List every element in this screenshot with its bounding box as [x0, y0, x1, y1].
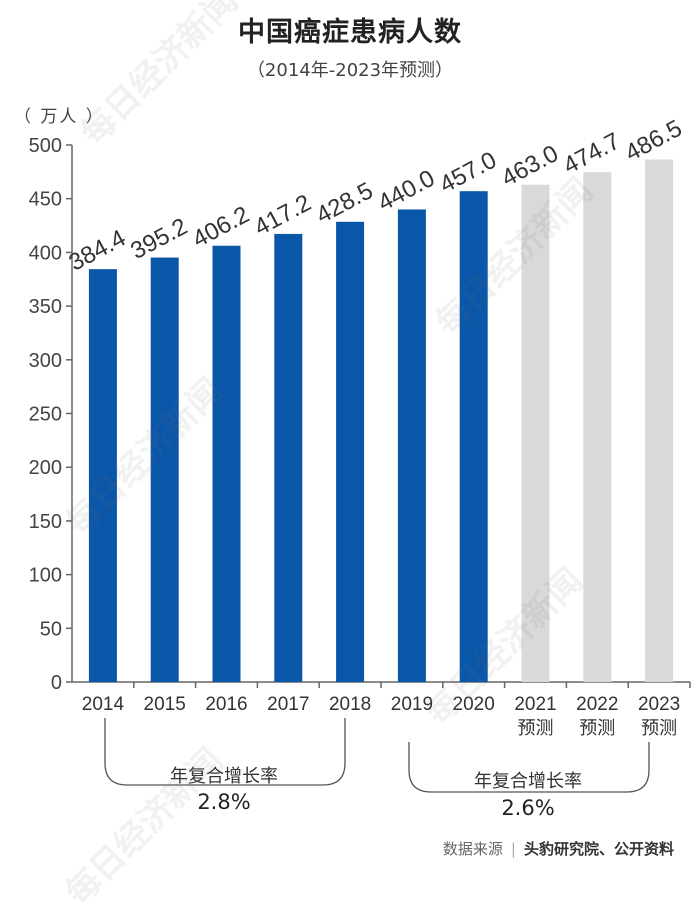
data-label-2021: 463.0	[497, 140, 563, 192]
x-tick-label: 2022	[576, 694, 618, 715]
bar-2022	[583, 172, 612, 683]
x-tick-label: 2021	[514, 694, 556, 715]
x-tick-sublabel: 预测	[579, 718, 615, 739]
chart-subtitle: （2014年-2023年预测）	[246, 60, 454, 81]
y-tick-label: 100	[29, 565, 62, 587]
x-tick-label: 2016	[205, 694, 247, 715]
y-tick-label: 150	[29, 511, 62, 533]
bar-chart: 0 50 100 150 200 250 300 350 400 450 500 384.4 2014 3…	[29, 115, 691, 793]
x-tick-label: 2014	[82, 694, 125, 715]
growth-label-2: 年复合增长率	[474, 771, 582, 792]
x-tick-label: 2020	[453, 694, 495, 715]
bar-2021	[521, 184, 550, 682]
y-tick-label: 50	[40, 618, 62, 640]
x-tick-label: 2023	[638, 694, 680, 715]
data-label-2014: 384.4	[65, 225, 131, 277]
data-label-2022: 474.7	[559, 128, 625, 180]
bar-2020	[459, 191, 488, 682]
data-source: 数据来源 | 头豹研究院、公开资料	[443, 838, 674, 859]
bar-2014	[88, 269, 117, 682]
bar-2015	[150, 257, 179, 682]
growth-value-1: 2.8%	[197, 790, 251, 814]
chart-title: 中国癌症患病人数	[238, 17, 462, 48]
source-separator: |	[510, 840, 516, 858]
growth-bracket-1	[104, 718, 346, 786]
x-tick-label: 2018	[329, 694, 371, 715]
y-tick-label: 250	[29, 404, 62, 426]
y-tick-label: 450	[29, 189, 62, 211]
y-tick-label: 400	[29, 242, 62, 264]
x-tick-label: 2017	[267, 694, 309, 715]
x-tick-sublabel: 预测	[641, 718, 677, 739]
y-tick-label: 0	[51, 672, 62, 694]
bar-2019	[397, 209, 426, 682]
bar-2018	[336, 221, 365, 682]
growth-bracket-2	[408, 742, 650, 793]
data-label-2017: 417.2	[250, 189, 316, 241]
growth-label-1: 年复合增长率	[170, 766, 278, 787]
y-tick-label: 200	[29, 457, 62, 479]
source-label: 数据来源	[442, 840, 503, 858]
x-tick-label: 2019	[391, 694, 433, 715]
bar-2017	[274, 233, 303, 683]
x-tick-label: 2015	[144, 694, 186, 715]
y-axis-unit-label: （ 万人 ）	[14, 107, 105, 127]
source-orgs: 头豹研究院、公开资料	[523, 840, 674, 858]
bar-2023	[645, 159, 674, 682]
bar-2016	[212, 245, 241, 682]
data-label-2018: 428.5	[312, 177, 378, 229]
data-label-2015: 395.2	[126, 213, 192, 265]
y-tick-label: 500	[29, 135, 62, 157]
y-tick-label: 350	[29, 296, 62, 318]
data-label-2020: 457.0	[435, 147, 501, 199]
growth-value-2: 2.6%	[501, 796, 555, 820]
data-label-2019: 440.0	[374, 165, 440, 217]
x-tick-sublabel: 预测	[518, 718, 554, 739]
y-tick-label: 300	[29, 350, 62, 372]
data-label-2016: 406.2	[188, 201, 254, 253]
data-label-2023: 486.5	[621, 115, 687, 167]
